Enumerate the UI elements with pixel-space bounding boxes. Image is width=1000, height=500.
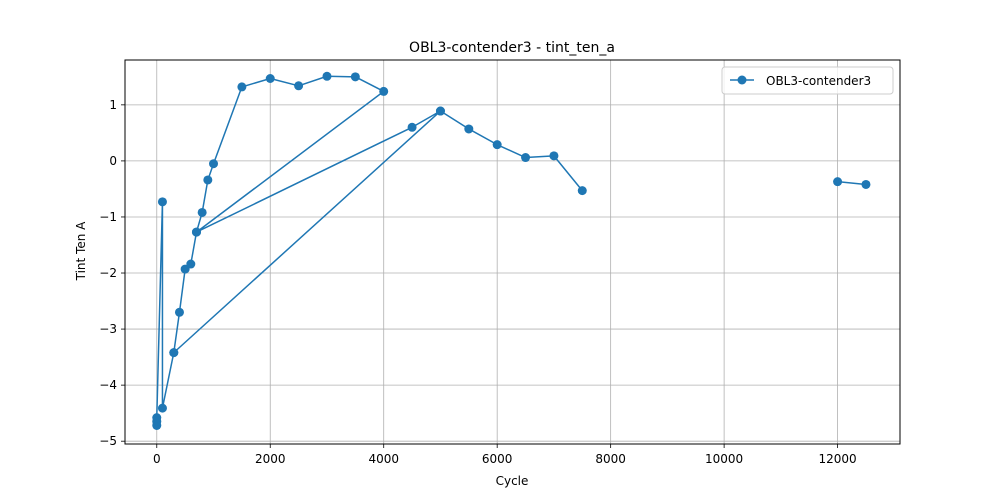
data-point [197, 207, 207, 217]
y-tick-label: 0 [109, 154, 117, 168]
data-point [174, 307, 184, 317]
data-point [191, 227, 201, 237]
data-point [265, 74, 275, 83]
y-tick-label: −4 [99, 378, 117, 392]
x-tick-label: 2000 [255, 452, 286, 466]
y-tick-label: −2 [99, 266, 117, 280]
grid [125, 60, 900, 444]
data-point [169, 348, 179, 358]
x-tick-label: 0 [153, 452, 161, 466]
data-point [492, 140, 502, 150]
y-axis-label: Tint Ten A [74, 221, 88, 282]
y-tick-label: 1 [109, 98, 117, 112]
y-tick-label: −3 [99, 322, 117, 336]
x-tick-label: 12000 [818, 452, 856, 466]
data-point [577, 186, 587, 196]
data-point [237, 82, 247, 92]
y-tick-label: −1 [99, 210, 117, 224]
data-point [521, 153, 531, 163]
legend: OBL3-contender3 [721, 66, 894, 95]
x-tick-label: 10000 [705, 452, 743, 466]
data-point [152, 413, 162, 423]
data-point [294, 81, 304, 91]
data-point [209, 159, 219, 169]
data-point [186, 259, 196, 269]
data-point [157, 403, 167, 413]
legend-label: OBL3-contender3 [766, 74, 871, 88]
data-point [407, 122, 417, 132]
legend-marker-icon [737, 75, 747, 85]
legend-box [721, 66, 894, 95]
x-tick-label: 4000 [368, 452, 399, 466]
data-point [157, 197, 167, 207]
plot-frame [124, 59, 901, 445]
data-point [464, 124, 474, 134]
x-axis-label: Cycle [496, 474, 529, 488]
series-line [837, 180, 867, 186]
data-point [379, 86, 389, 96]
data-point [350, 72, 360, 82]
data-point [861, 179, 871, 189]
x-tick-label: 8000 [595, 452, 626, 466]
ticks: 0 2000 4000 6000 8000 10000 12000 −5 −4 −3 −2 −1 0 1 [99, 98, 856, 466]
data-point [833, 177, 843, 187]
data-point [549, 151, 559, 161]
chart-title: OBL3-contender3 - tint_ten_a [409, 40, 615, 56]
data-point [203, 175, 213, 185]
x-tick-label: 6000 [482, 452, 513, 466]
y-tick-label: −5 [99, 434, 117, 448]
data-point [435, 106, 445, 116]
data-point [322, 71, 332, 81]
series-layer [152, 71, 871, 430]
